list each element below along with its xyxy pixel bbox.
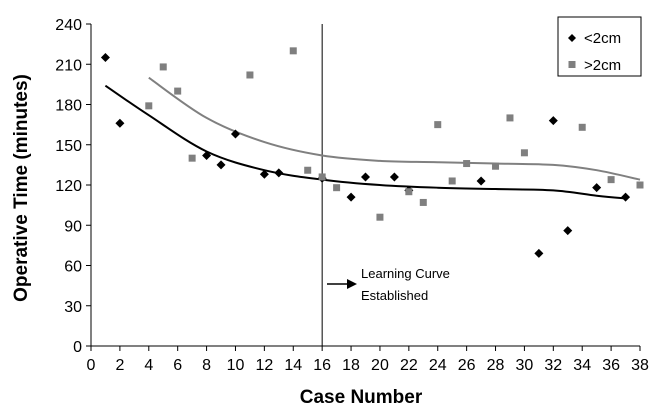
annotation-line-1: Learning Curve bbox=[361, 266, 450, 281]
data-point-large bbox=[405, 188, 413, 196]
data-point-large bbox=[289, 47, 297, 55]
data-point-large bbox=[578, 123, 586, 131]
y-tick-label: 210 bbox=[55, 57, 82, 74]
data-point-large bbox=[506, 114, 514, 122]
data-point-large bbox=[520, 149, 528, 157]
plot-area bbox=[100, 24, 644, 346]
legend-label-small: <2cm bbox=[584, 30, 621, 47]
y-tick-label: 30 bbox=[64, 299, 82, 316]
x-tick-label: 32 bbox=[544, 357, 562, 374]
legend-diamond-marker bbox=[568, 34, 576, 42]
y-axis-title: Operative Time (minutes) bbox=[11, 74, 32, 302]
data-point-small bbox=[259, 169, 269, 179]
x-tick-label: 26 bbox=[458, 357, 476, 374]
x-tick-label: 4 bbox=[144, 357, 153, 374]
data-point-large bbox=[448, 177, 456, 185]
y-tick-label: 90 bbox=[64, 218, 82, 235]
x-tick-label: 38 bbox=[631, 357, 649, 374]
data-point-small bbox=[361, 172, 370, 182]
data-point-small bbox=[230, 129, 240, 139]
data-point-large bbox=[318, 173, 326, 181]
data-point-large bbox=[607, 176, 615, 184]
data-point-large bbox=[636, 181, 644, 189]
x-tick-label: 34 bbox=[573, 357, 591, 374]
data-point-small bbox=[534, 248, 544, 258]
x-tick-label: 2 bbox=[115, 357, 124, 374]
data-point-large bbox=[419, 198, 427, 206]
data-point-small bbox=[548, 116, 558, 126]
data-point-large bbox=[159, 63, 167, 71]
y-tick-label: 240 bbox=[55, 17, 82, 34]
x-tick-label: 20 bbox=[371, 357, 389, 374]
data-point-large bbox=[463, 160, 471, 168]
data-point-large bbox=[333, 184, 341, 192]
y-tick-label: 150 bbox=[55, 138, 82, 155]
x-tick-label: 18 bbox=[342, 357, 360, 374]
y-tick-label: 120 bbox=[55, 178, 82, 195]
x-tick-label: 28 bbox=[487, 357, 505, 374]
x-tick-label: 36 bbox=[602, 357, 620, 374]
data-point-large bbox=[145, 102, 153, 110]
annotation-line-2: Established bbox=[361, 288, 428, 303]
data-point-small bbox=[621, 192, 631, 202]
annotation: Learning Curve Established bbox=[327, 266, 450, 303]
x-tick-label: 24 bbox=[429, 357, 447, 374]
y-tick-label: 0 bbox=[73, 339, 82, 356]
data-point-large bbox=[492, 162, 500, 170]
data-point-large bbox=[376, 213, 384, 221]
data-point-small bbox=[202, 150, 212, 160]
data-point-large bbox=[304, 166, 312, 174]
data-point-small bbox=[115, 118, 125, 128]
data-point-large bbox=[174, 87, 182, 95]
data-point-small bbox=[592, 183, 602, 193]
x-tick-label: 12 bbox=[255, 357, 273, 374]
data-point-small bbox=[476, 176, 486, 186]
x-tick-label: 8 bbox=[202, 357, 211, 374]
x-axis-title: Case Number bbox=[300, 387, 423, 408]
y-tick-label: 60 bbox=[64, 259, 82, 276]
trend-line-small bbox=[104, 84, 626, 200]
data-point-large bbox=[246, 71, 254, 79]
x-tick-label: 0 bbox=[87, 357, 96, 374]
x-tick-label: 14 bbox=[284, 357, 302, 374]
legend: <2cm >2cm bbox=[557, 16, 642, 77]
data-point-small bbox=[346, 192, 356, 202]
trend-line-large bbox=[148, 76, 641, 181]
arrow-right-icon bbox=[347, 279, 357, 289]
data-point-small bbox=[100, 53, 110, 63]
x-tick-label: 16 bbox=[313, 357, 331, 374]
data-point-large bbox=[434, 121, 442, 129]
data-point-small bbox=[274, 168, 284, 178]
legend-label-large: >2cm bbox=[584, 57, 621, 74]
data-point-small bbox=[216, 160, 226, 170]
x-tick-label: 6 bbox=[173, 357, 182, 374]
x-tick-label: 22 bbox=[400, 357, 418, 374]
data-point-small bbox=[563, 226, 573, 236]
x-tick-label: 30 bbox=[516, 357, 534, 374]
y-tick-label: 180 bbox=[55, 98, 82, 115]
x-tick-label: 10 bbox=[227, 357, 245, 374]
legend-square-marker bbox=[568, 61, 576, 68]
data-point-small bbox=[389, 172, 399, 182]
data-point-large bbox=[188, 154, 196, 162]
